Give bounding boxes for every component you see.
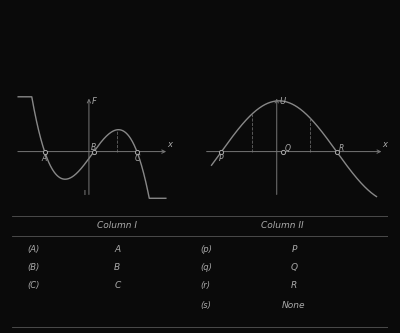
Text: (q): (q): [200, 263, 212, 272]
Text: x: x: [168, 140, 173, 149]
Text: Q: Q: [290, 263, 298, 272]
Text: (s): (s): [200, 301, 211, 310]
Text: R: R: [338, 144, 344, 153]
Text: (A): (A): [27, 245, 39, 254]
Text: x: x: [383, 140, 388, 149]
Text: A: A: [41, 154, 47, 163]
Text: P: P: [218, 154, 223, 163]
Text: Q: Q: [284, 144, 290, 153]
Text: F: F: [91, 97, 96, 106]
Text: P: P: [291, 245, 297, 254]
Text: R: R: [291, 281, 297, 290]
Text: B: B: [114, 263, 120, 272]
Text: l: l: [84, 190, 86, 196]
Text: C: C: [114, 281, 120, 290]
Text: Column I: Column I: [97, 221, 137, 230]
Text: (C): (C): [27, 281, 40, 290]
Text: Column II: Column II: [262, 221, 304, 230]
Text: (p): (p): [200, 245, 212, 254]
Text: B: B: [91, 143, 96, 152]
Text: (B): (B): [27, 263, 39, 272]
Text: U: U: [280, 97, 286, 106]
Text: C: C: [135, 154, 140, 163]
Text: A: A: [114, 245, 120, 254]
Text: (r): (r): [200, 281, 210, 290]
Text: None: None: [282, 301, 306, 310]
